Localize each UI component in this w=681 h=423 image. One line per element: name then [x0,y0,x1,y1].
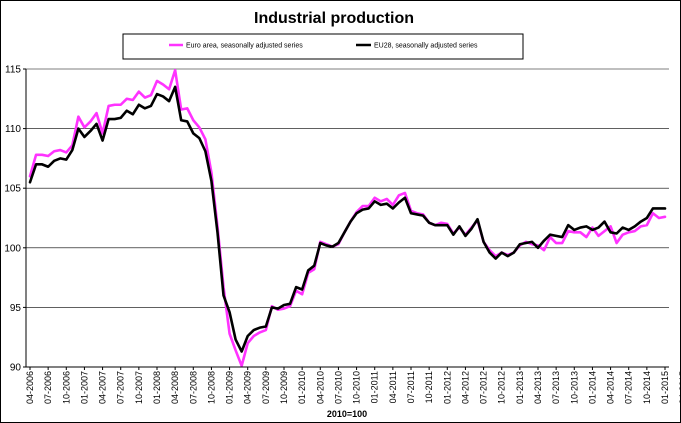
x-tick-label: 10-2010 [352,371,362,404]
x-tick-label: 01-2008 [152,371,162,404]
series-lines [28,68,667,368]
x-tick-label: 07-2013 [551,371,561,404]
x-tick-label: 04-2015 [678,371,680,404]
x-tick-label: 10-2006 [61,371,71,404]
x-tick-label: 04-2013 [533,371,543,404]
y-tick-label: 100 [4,243,21,254]
x-tick-label: 07-2010 [333,371,343,404]
x-tick-label: 10-2014 [642,371,652,404]
y-axis-ticks: 90 95 100 105 110 115 [4,65,26,374]
x-tick-label: 04-2009 [243,371,253,404]
y-tick-label: 95 [10,303,22,314]
x-tick-label: 07-2006 [43,371,53,404]
x-tick-label: 01-2014 [587,371,597,404]
legend-label-eu28: EU28, seasonally adjusted series [374,43,478,50]
x-tick-label: 04-2011 [388,371,398,403]
x-tick-label: 01-2011 [370,371,380,403]
x-tick-label: 07-2014 [624,371,634,404]
x-tick-label: 04-2010 [315,371,325,404]
y-tick-label: 115 [5,65,21,76]
x-tick-label: 01-2012 [442,371,452,404]
series-line-eu28 [28,85,667,353]
x-tick-label: 04-2008 [170,371,180,404]
series-line-euro-area [28,68,667,368]
x-tick-label: 10-2008 [206,371,216,404]
x-tick-label: 10-2009 [279,371,289,404]
x-tick-label: 01-2013 [515,371,525,404]
legend-box [122,33,524,60]
x-tick-label: 10-2013 [569,371,579,404]
grid-lines [26,68,669,308]
x-tick-label: 01-2015 [660,371,670,404]
x-axis-label: 2010=100 [327,409,367,419]
x-tick-label: 04-2006 [25,371,35,404]
x-tick-label: 04-2007 [98,371,108,404]
x-tick-label: 10-2011 [424,371,434,403]
x-tick-label: 01-2007 [79,371,89,404]
x-tick-label: 01-2009 [225,371,235,404]
x-tick-label: 04-2014 [606,371,616,404]
y-tick-label: 90 [10,363,22,374]
legend: Euro area, seasonally adjusted series EU… [122,33,524,60]
x-tick-label: 07-2009 [261,371,271,404]
y-tick-label: 105 [4,184,21,195]
x-tick-label: 10-2007 [134,371,144,404]
x-tick-label: 07-2012 [479,371,489,404]
y-tick-label: 110 [5,124,21,135]
x-tick-label: 10-2012 [497,371,507,404]
chart-title: Industrial production [254,10,414,27]
x-tick-label: 01-2010 [297,371,307,404]
x-axis-ticks: 04-2006 07-2006 10-2006 01-2007 04-2007 07-20… [25,367,680,404]
x-tick-label: 07-2007 [116,371,126,404]
x-tick-label: 07-2008 [188,371,198,404]
legend-label-euro-area: Euro area, seasonally adjusted series [186,43,303,50]
x-tick-label: 07-2011 [406,371,416,403]
x-tick-label: 04-2012 [460,371,470,404]
